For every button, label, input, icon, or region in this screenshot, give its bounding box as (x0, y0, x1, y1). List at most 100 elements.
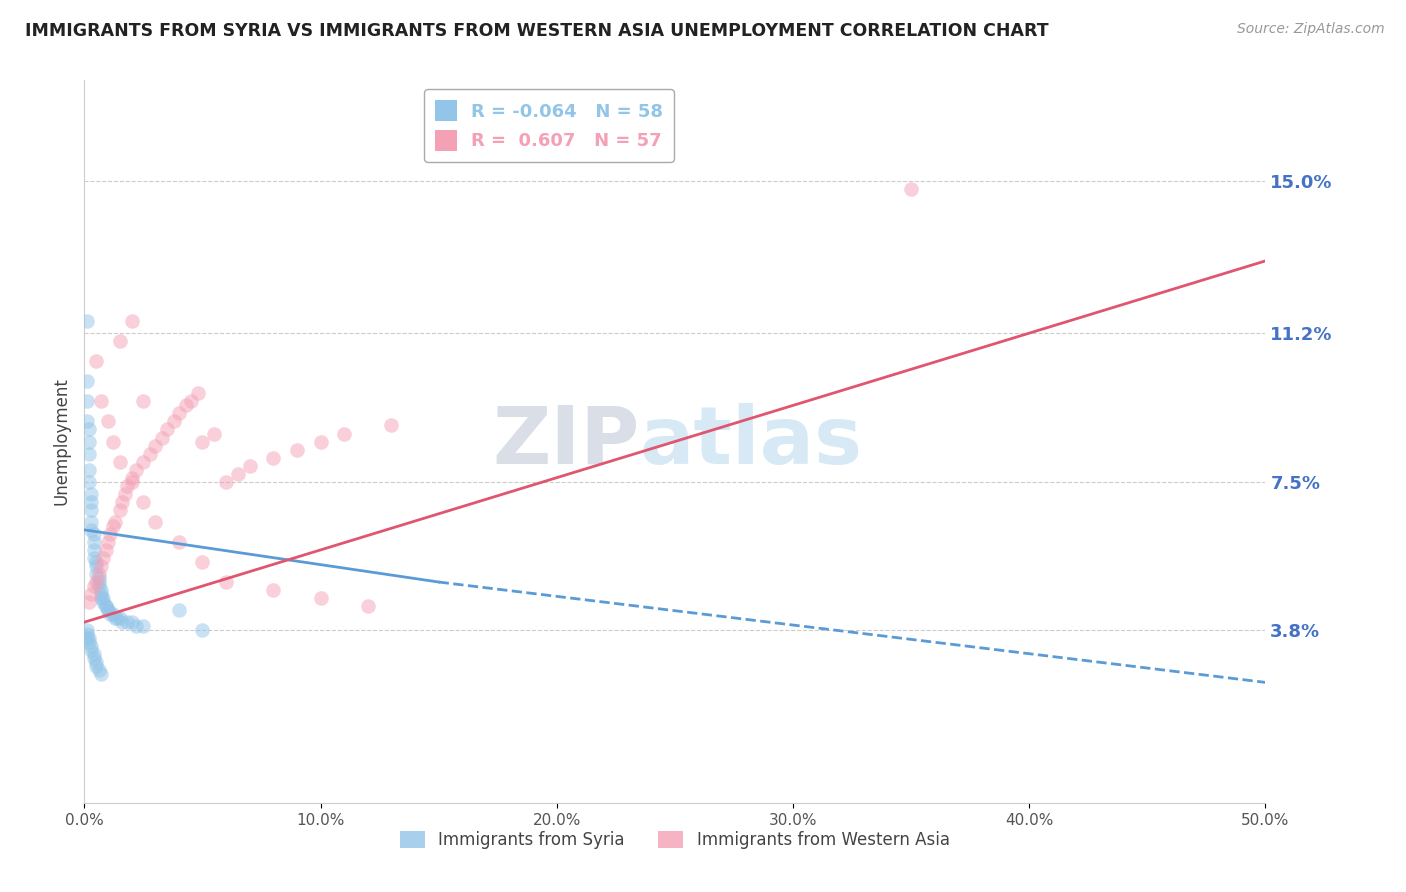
Point (97, 414, 120, 428)
Point (262, 583, 284, 598)
Point (94, 599, 117, 614)
Point (77, 632, 100, 646)
Point (125, 462, 148, 476)
Point (80, 643, 103, 657)
Point (84, 558, 107, 574)
Point (91, 591, 114, 606)
Point (108, 611, 131, 625)
Point (90, 591, 112, 606)
Point (90, 583, 112, 598)
Point (97, 603, 120, 617)
Point (80, 515, 103, 529)
Point (83, 579, 105, 593)
Point (108, 334, 131, 348)
Point (104, 611, 127, 625)
Point (108, 502, 131, 516)
Point (77, 635, 100, 649)
Text: ZIP: ZIP (492, 402, 640, 481)
Point (163, 414, 186, 428)
Point (83, 651, 105, 665)
Point (90, 667, 112, 681)
Point (187, 386, 209, 401)
Point (77, 462, 100, 476)
Y-axis label: Unemployment: Unemployment (52, 377, 70, 506)
Point (285, 442, 308, 457)
Text: IMMIGRANTS FROM SYRIA VS IMMIGRANTS FROM WESTERN ASIA UNEMPLOYMENT CORRELATION C: IMMIGRANTS FROM SYRIA VS IMMIGRANTS FROM… (25, 22, 1049, 40)
Point (121, 615, 143, 630)
Point (115, 615, 138, 630)
Point (143, 515, 166, 529)
Point (150, 431, 173, 445)
Point (111, 615, 134, 630)
Point (132, 619, 155, 633)
Point (94, 599, 117, 614)
Point (94, 542, 117, 557)
Point (90, 558, 112, 574)
Point (174, 398, 197, 412)
Point (84, 574, 107, 589)
Point (80, 523, 103, 537)
Point (226, 467, 249, 481)
Point (90, 587, 112, 601)
Point (239, 458, 262, 473)
Point (90, 394, 112, 409)
Point (121, 471, 143, 485)
Point (108, 454, 131, 469)
Point (125, 619, 148, 633)
Point (77, 423, 100, 437)
Point (115, 478, 138, 492)
Point (77, 434, 100, 449)
Point (87, 574, 110, 589)
Point (167, 534, 190, 549)
Point (84, 555, 107, 569)
Point (83, 551, 105, 566)
Point (77, 595, 100, 609)
Point (180, 394, 202, 409)
Point (98, 607, 121, 621)
Point (309, 434, 332, 449)
Point (101, 434, 124, 449)
Point (104, 515, 127, 529)
Point (101, 519, 124, 533)
Point (87, 664, 110, 678)
Point (76, 632, 98, 646)
Point (139, 446, 162, 460)
Point (97, 603, 120, 617)
Point (357, 599, 380, 614)
Point (76, 314, 98, 328)
Point (191, 623, 214, 637)
Point (77, 475, 100, 489)
Point (76, 627, 98, 641)
Point (167, 407, 190, 421)
Point (91, 595, 114, 609)
Point (77, 446, 100, 460)
Point (107, 611, 129, 625)
Point (84, 567, 107, 582)
Point (83, 526, 105, 541)
Point (76, 414, 98, 428)
Point (83, 542, 105, 557)
Point (80, 502, 103, 516)
Point (84, 655, 107, 669)
Point (80, 487, 103, 501)
Point (202, 426, 225, 441)
Point (900, 182, 922, 196)
Point (215, 475, 238, 489)
Point (83, 648, 105, 662)
Text: atlas: atlas (640, 402, 862, 481)
Point (101, 607, 124, 621)
Point (191, 434, 214, 449)
Point (132, 454, 155, 469)
Point (215, 574, 238, 589)
Point (111, 494, 134, 508)
Point (97, 534, 120, 549)
Point (191, 555, 214, 569)
Point (121, 475, 143, 489)
Point (91, 551, 114, 566)
Point (132, 394, 155, 409)
Point (76, 394, 98, 409)
Point (309, 591, 332, 606)
Point (132, 494, 155, 508)
Point (84, 659, 107, 673)
Point (80, 494, 103, 508)
